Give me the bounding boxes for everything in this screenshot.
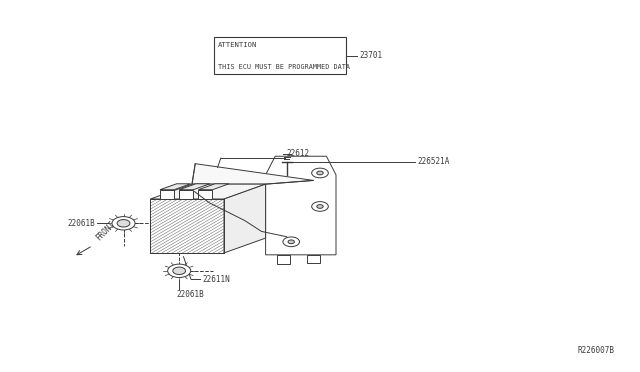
- Bar: [214, 37, 346, 74]
- Polygon shape: [160, 190, 174, 199]
- Polygon shape: [198, 184, 229, 190]
- Circle shape: [317, 171, 323, 175]
- Circle shape: [168, 264, 191, 278]
- Text: FRONT: FRONT: [94, 220, 117, 243]
- Polygon shape: [150, 184, 266, 199]
- Polygon shape: [198, 190, 212, 199]
- Text: 22061B: 22061B: [68, 219, 95, 228]
- Polygon shape: [150, 199, 224, 253]
- Polygon shape: [192, 164, 314, 184]
- Text: THIS ECU MUST BE PROGRAMMED DATA: THIS ECU MUST BE PROGRAMMED DATA: [218, 64, 350, 70]
- Circle shape: [312, 202, 328, 211]
- Circle shape: [288, 240, 294, 244]
- Circle shape: [117, 219, 130, 227]
- Circle shape: [283, 237, 300, 247]
- Text: 22061B: 22061B: [176, 290, 204, 299]
- Circle shape: [112, 217, 135, 230]
- Text: ATTENTION: ATTENTION: [218, 42, 258, 48]
- Text: R226007B: R226007B: [577, 346, 614, 355]
- Text: 23701: 23701: [360, 51, 383, 60]
- Text: 226521A: 226521A: [417, 157, 450, 166]
- Polygon shape: [224, 184, 266, 253]
- Polygon shape: [307, 255, 320, 263]
- Polygon shape: [266, 156, 336, 255]
- Text: 22612: 22612: [287, 149, 310, 158]
- Circle shape: [317, 205, 323, 208]
- Circle shape: [173, 267, 186, 275]
- Polygon shape: [179, 184, 210, 190]
- Polygon shape: [150, 199, 224, 253]
- Polygon shape: [179, 190, 193, 199]
- Polygon shape: [277, 255, 290, 264]
- Polygon shape: [160, 184, 191, 190]
- Circle shape: [312, 168, 328, 178]
- Text: 22611N: 22611N: [202, 275, 230, 283]
